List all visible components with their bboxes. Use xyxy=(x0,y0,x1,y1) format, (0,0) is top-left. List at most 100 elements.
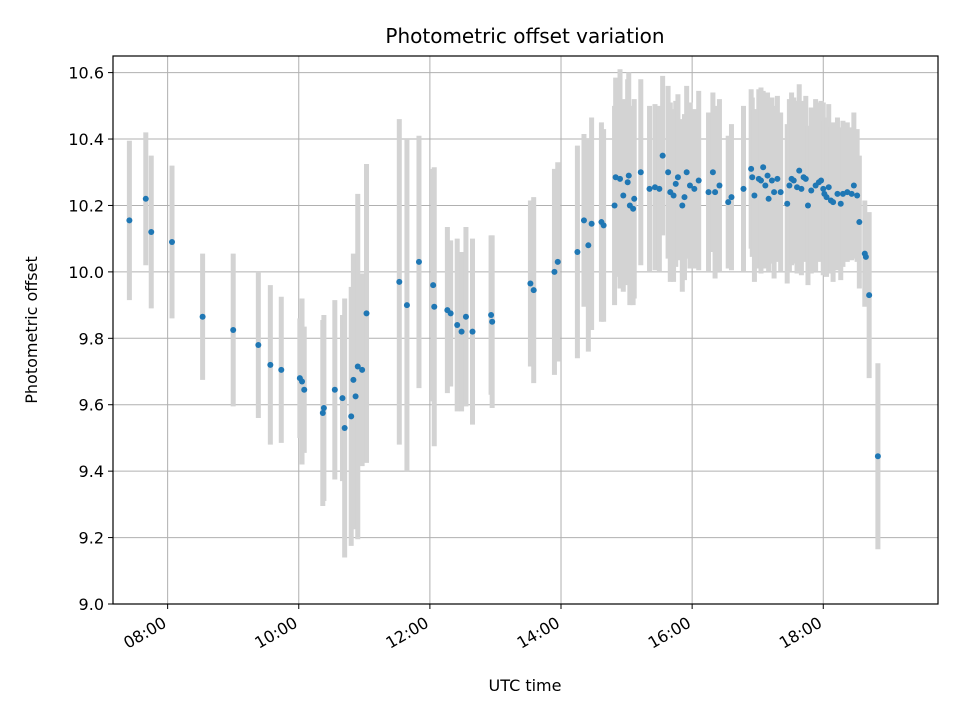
data-point xyxy=(856,219,863,226)
data-point xyxy=(431,303,438,310)
data-point xyxy=(670,192,677,199)
data-point xyxy=(230,327,237,333)
data-point xyxy=(551,268,558,275)
data-point xyxy=(686,182,693,189)
data-point xyxy=(681,194,688,201)
y-tick-label: 10.0 xyxy=(68,263,104,282)
y-tick-label: 10.2 xyxy=(68,196,104,215)
plot-frame xyxy=(112,55,939,605)
data-points xyxy=(126,152,881,460)
data-point xyxy=(624,179,631,186)
data-point xyxy=(126,217,133,224)
data-point xyxy=(777,189,784,196)
data-point xyxy=(301,386,308,393)
data-point xyxy=(630,205,637,212)
data-point xyxy=(751,192,758,199)
data-point xyxy=(774,175,781,182)
data-point xyxy=(267,361,274,368)
data-point xyxy=(320,405,327,412)
data-point xyxy=(148,229,155,236)
data-point xyxy=(716,182,723,189)
data-point xyxy=(820,185,827,192)
data-point xyxy=(712,189,719,196)
data-point xyxy=(458,328,465,335)
data-point xyxy=(768,177,775,184)
data-point xyxy=(588,220,595,227)
data-point xyxy=(765,195,772,202)
data-point xyxy=(705,189,712,196)
y-tick-label: 9.2 xyxy=(79,529,104,548)
data-point xyxy=(862,253,869,260)
y-tick-label: 9.6 xyxy=(79,396,104,415)
data-point xyxy=(808,187,815,194)
data-point xyxy=(695,177,702,184)
data-point xyxy=(709,169,716,176)
data-point xyxy=(764,172,771,179)
data-point xyxy=(617,175,624,182)
data-point xyxy=(527,280,534,287)
data-point xyxy=(554,258,561,265)
data-point xyxy=(611,202,618,209)
data-point xyxy=(725,199,732,206)
y-tick-label: 10.4 xyxy=(68,130,104,149)
data-point xyxy=(447,310,454,317)
data-point xyxy=(798,185,805,192)
y-tick-label: 9.8 xyxy=(79,329,104,348)
data-point xyxy=(749,174,756,181)
data-point xyxy=(415,258,422,265)
data-point xyxy=(299,378,306,385)
data-point xyxy=(403,302,410,309)
data-point xyxy=(199,313,206,320)
data-point xyxy=(802,175,809,182)
data-point xyxy=(142,195,149,202)
data-point xyxy=(830,199,837,206)
data-point xyxy=(760,164,767,171)
chart-title: Photometric offset variation xyxy=(385,24,664,48)
data-point xyxy=(656,185,663,192)
data-point xyxy=(339,395,346,402)
data-point xyxy=(818,177,825,184)
y-tick-label: 9.4 xyxy=(79,462,104,481)
data-point xyxy=(740,185,747,192)
data-point xyxy=(580,217,587,224)
data-point xyxy=(278,366,285,373)
data-point xyxy=(665,169,672,176)
data-point xyxy=(620,192,627,199)
data-point xyxy=(874,453,881,460)
data-point xyxy=(762,182,769,189)
data-point xyxy=(352,393,359,400)
data-point xyxy=(825,184,832,191)
data-point xyxy=(169,238,176,245)
data-point xyxy=(396,278,403,285)
data-point xyxy=(341,424,348,431)
data-point xyxy=(331,386,338,393)
data-point xyxy=(790,177,797,184)
data-point xyxy=(454,322,461,329)
grid xyxy=(113,56,938,605)
data-point xyxy=(784,200,791,207)
data-point xyxy=(771,189,778,196)
data-point xyxy=(348,413,355,420)
data-point xyxy=(585,242,592,249)
data-point xyxy=(679,202,686,209)
data-point xyxy=(319,410,326,417)
data-point xyxy=(804,202,811,209)
data-point xyxy=(354,363,361,370)
data-point xyxy=(672,180,679,187)
data-point xyxy=(854,192,861,199)
data-point xyxy=(469,328,476,335)
data-point xyxy=(363,310,370,317)
data-point xyxy=(674,174,681,181)
data-point xyxy=(600,222,607,229)
data-point xyxy=(350,376,357,383)
data-point xyxy=(837,200,844,207)
data-point xyxy=(489,318,496,325)
data-point xyxy=(359,366,366,373)
data-point xyxy=(430,282,437,289)
data-point xyxy=(637,169,644,176)
y-tick-label: 9.0 xyxy=(79,595,104,614)
data-point xyxy=(728,194,735,201)
data-point xyxy=(530,287,537,294)
data-point xyxy=(848,190,855,197)
